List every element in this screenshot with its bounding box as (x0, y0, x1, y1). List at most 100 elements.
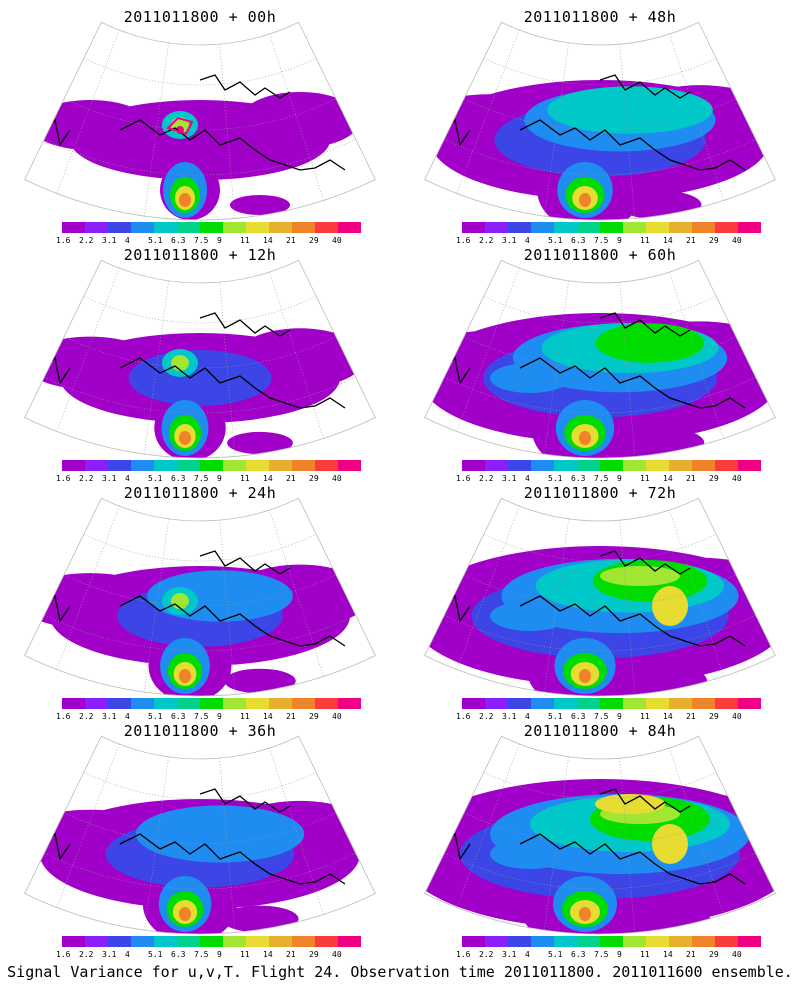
variance-map (24, 497, 376, 697)
colorbar-label: 9 (217, 712, 222, 721)
variance-map (424, 259, 776, 459)
colorbar-labels: 1.6 2.2 3.1 4 5.1 6.3 7.5 9 11 14 21 29 40 (450, 950, 770, 962)
colorbar-label: 14 (263, 236, 273, 245)
colorbar-swatch (85, 936, 109, 947)
colorbar-label: 1.6 (456, 236, 471, 245)
colorbar-label: 5.1 (548, 712, 563, 721)
colorbar-label: 2.2 (79, 950, 94, 959)
colorbar-label: 3.1 (102, 474, 117, 483)
colorbar-label: 6.3 (171, 950, 186, 959)
colorbar-label: 6.3 (171, 712, 186, 721)
colorbar-swatch (669, 698, 693, 709)
colorbar-label: 4 (125, 950, 130, 959)
variance-contour (179, 907, 191, 921)
colorbar-label: 3.1 (102, 236, 117, 245)
flight-track (166, 116, 194, 136)
variance-contour (227, 431, 293, 455)
variance-contour (490, 363, 570, 393)
variance-contour (179, 193, 191, 207)
colorbar-swatch (508, 698, 532, 709)
colorbar-swatch (623, 460, 647, 471)
panel-title: 2011011800 + 36h (123, 722, 277, 740)
colorbar-label: 11 (240, 474, 250, 483)
variance-map (424, 735, 776, 935)
colorbar-label: 1.6 (56, 474, 71, 483)
variance-contour (171, 355, 189, 371)
colorbar-swatch (485, 936, 509, 947)
coastline (599, 312, 691, 337)
colorbar-swatch (692, 936, 716, 947)
coastline (599, 74, 691, 99)
colorbar-swatch (223, 698, 247, 709)
colorbar-label: 21 (286, 236, 296, 245)
colorbar-label: 5.1 (548, 474, 563, 483)
colorbar-swatch (246, 936, 270, 947)
panel-title: 2011011800 + 72h (523, 484, 677, 502)
colorbar-label: 40 (732, 236, 742, 245)
colorbar-swatch (738, 698, 761, 709)
colorbar-label: 21 (286, 474, 296, 483)
colorbar-label: 7.5 (194, 236, 209, 245)
colorbar-swatch (646, 698, 670, 709)
colorbar-label: 11 (640, 474, 650, 483)
colorbar-label: 29 (709, 712, 719, 721)
colorbar (462, 698, 761, 709)
variance-contour (595, 323, 705, 363)
colorbar-labels: 1.6 2.2 3.1 4 5.1 6.3 7.5 9 11 14 21 29 40 (50, 712, 370, 724)
forecast-panel: 2011011800 + 84h 1.6 2.2 3.1 4 5.1 6.3 7.5 9 11 14… (400, 714, 800, 959)
panel-title: 2011011800 + 00h (123, 8, 277, 26)
variance-contour (547, 86, 713, 134)
colorbar-label: 3.1 (502, 474, 517, 483)
colorbar-swatch (269, 698, 293, 709)
colorbar-labels: 1.6 2.2 3.1 4 5.1 6.3 7.5 9 11 14 21 29 40 (50, 474, 370, 486)
panel-title: 2011011800 + 12h (123, 246, 277, 264)
colorbar-label: 11 (640, 236, 650, 245)
colorbar-swatch (462, 222, 486, 233)
colorbar-swatch (62, 698, 86, 709)
colorbar-labels: 1.6 2.2 3.1 4 5.1 6.3 7.5 9 11 14 21 29 40 (450, 236, 770, 248)
colorbar-label: 14 (663, 474, 673, 483)
colorbar-label: 40 (332, 236, 342, 245)
colorbar-label: 29 (309, 474, 319, 483)
variance-map (24, 21, 376, 221)
colorbar-swatch (315, 698, 339, 709)
colorbar-swatch (200, 698, 224, 709)
variance-contour (610, 901, 710, 935)
colorbar-label: 4 (125, 712, 130, 721)
colorbar-label: 3.1 (502, 950, 517, 959)
colorbar-swatch (669, 222, 693, 233)
colorbar-swatch (531, 222, 555, 233)
colorbar-label: 40 (332, 712, 342, 721)
colorbar-label: 11 (640, 950, 650, 959)
colorbar (62, 698, 361, 709)
colorbar-swatch (338, 460, 361, 471)
colorbar-label: 14 (263, 712, 273, 721)
colorbar-label: 3.1 (502, 712, 517, 721)
colorbar-swatch (669, 460, 693, 471)
colorbar-swatch (462, 936, 486, 947)
colorbar-swatch (269, 222, 293, 233)
variance-contour (615, 427, 705, 459)
colorbar-label: 4 (125, 474, 130, 483)
colorbar-swatch (131, 222, 155, 233)
colorbar-label: 21 (686, 712, 696, 721)
coastline (119, 833, 346, 885)
colorbar-swatch (715, 460, 739, 471)
variance-contour (612, 664, 708, 697)
colorbar-swatch (200, 460, 224, 471)
variance-contour (652, 824, 688, 864)
colorbar-swatch (62, 460, 86, 471)
colorbar-label: 2.2 (79, 236, 94, 245)
colorbar-label: 7.5 (594, 236, 609, 245)
colorbar-swatch (131, 698, 155, 709)
colorbar-label: 6.3 (171, 474, 186, 483)
variance-contour (135, 805, 305, 863)
colorbar-label: 7.5 (594, 950, 609, 959)
colorbar-label: 21 (686, 950, 696, 959)
colorbar-swatch (623, 222, 647, 233)
variance-contour (224, 668, 296, 694)
colorbar-label: 29 (309, 236, 319, 245)
variance-contour (230, 195, 290, 215)
colorbar-swatch (108, 460, 132, 471)
colorbar-label: 5.1 (148, 950, 163, 959)
